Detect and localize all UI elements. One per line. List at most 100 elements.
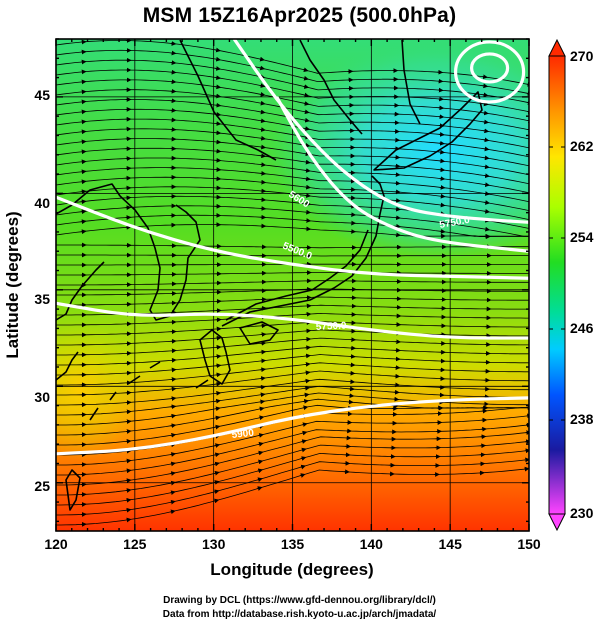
colorbar-scale [548,55,566,515]
x-tick-label: 150 [517,536,541,552]
wind-arrow [214,406,221,412]
wind-arrow [305,184,311,190]
streamline [56,354,529,376]
wind-arrow [484,182,490,188]
wind-arrow [439,167,446,173]
streamline [56,385,529,416]
wind-arrow [301,422,308,427]
wind-arrow [80,219,87,225]
wind-arrow [260,135,266,141]
wind-arrow [125,468,132,474]
wind-arrow [260,162,267,168]
wind-arrow [215,398,221,404]
streamline [56,312,529,326]
wind-arrow [439,193,446,199]
wind-arrow [257,450,264,456]
y-tick-label: 25 [34,478,50,494]
wind-arrow [169,509,176,515]
streamline [56,272,529,276]
wind-arrow [484,173,490,179]
wind-arrow [259,100,266,106]
wind-arrow [482,92,489,98]
wind-arrow [257,468,264,474]
wind-arrow [125,419,132,424]
wind-arrow [80,119,87,125]
streamline [56,69,529,113]
wind-arrow [482,101,489,107]
wind-arrow [302,67,309,73]
streamline [56,176,529,211]
wind-arrow [395,223,401,229]
wind-arrow [258,433,264,438]
wind-arrow [527,109,529,114]
wind-arrow [439,228,446,234]
wind-arrow [483,146,490,152]
x-tick-label: 120 [44,536,68,552]
streamline [56,424,529,476]
credits: Drawing by DCL (https://www.gfd-dennou.o… [0,594,599,622]
contour-label-4: 5750.0 [316,320,348,333]
streamline [56,138,529,176]
wind-arrow [257,477,263,483]
wind-arrow [300,447,307,453]
wind-arrow [304,117,310,123]
wind-arrow [259,92,266,97]
streamline [56,431,529,486]
wind-arrow [258,406,265,412]
wind-arrow [215,56,221,62]
colorbar-label: 246 [570,320,594,336]
wind-arrow [259,109,266,115]
wind-arrow [214,424,221,430]
wind-arrow [260,179,267,185]
wind-arrow [483,110,489,116]
streamline [56,449,529,506]
wind-arrow [526,91,529,96]
wind-arrow [259,392,266,398]
wind-arrow [214,443,221,448]
y-tick-label: 45 [34,87,50,103]
streamline [56,167,529,203]
streamline [56,329,529,346]
wind-arrow [395,215,401,221]
streamline [56,392,529,426]
wind-arrow [125,507,132,513]
wind-arrow [170,41,177,46]
wind-arrow [525,430,529,435]
wind-arrow [303,398,309,404]
wind-arrow [304,385,311,391]
streamline [56,404,529,446]
contour-line-5 [56,396,529,456]
wind-arrow [303,109,310,115]
wind-arrow [300,464,306,470]
wind-arrow [170,471,176,476]
wind-arrow [260,349,267,355]
wind-arrow [395,206,401,212]
wind-arrow [215,84,222,90]
streamline [56,321,529,336]
wind-arrow [260,384,266,390]
wind-arrow [484,164,490,170]
colorbar-label: 254 [570,229,594,245]
x-tick-label: 140 [360,536,384,552]
x-tick-labels: 120 125 130 135 140 145 150 [44,536,541,552]
wind-arrow [439,202,446,208]
colorbar-bottom-arrow [548,513,566,532]
streamline [56,59,529,104]
wind-arrow [526,100,529,105]
wind-arrow [260,376,266,381]
wind-arrow [304,370,311,376]
contour-line-4 [56,301,529,340]
credit-drawing: Drawing by DCL (https://www.gfd-dennou.o… [163,595,436,606]
x-tick-label: 125 [123,536,147,552]
wind-arrow [304,159,311,165]
wind-arrow [80,59,87,65]
wind-arrow [214,461,220,467]
wind-arrow [482,74,488,80]
streamline [56,99,529,140]
wind-arrow [301,439,307,444]
wind-arrow [260,171,267,176]
wind-arrow [300,456,307,461]
wind-arrow [305,218,312,223]
colorbar-label: 270 [570,48,594,64]
wind-arrow [260,144,267,150]
